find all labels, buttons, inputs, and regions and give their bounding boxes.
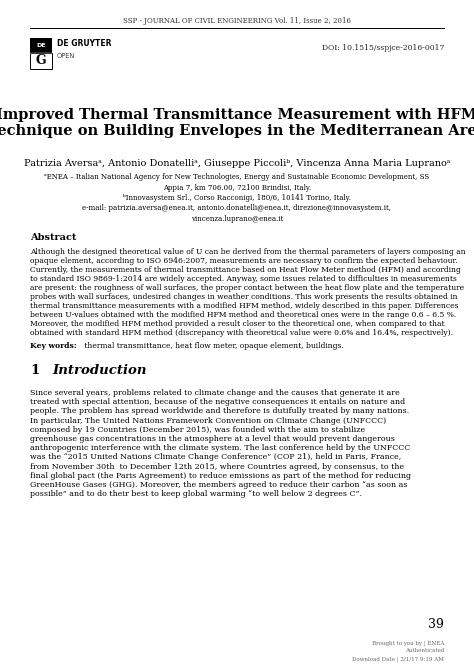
Text: Download Date | 2/1/17 9:19 AM: Download Date | 2/1/17 9:19 AM xyxy=(352,656,444,662)
Text: G: G xyxy=(36,54,46,68)
Text: Appia 7, km 706.00, 72100 Brindisi, Italy.: Appia 7, km 706.00, 72100 Brindisi, Ital… xyxy=(163,184,311,192)
Text: thermal transmittance, heat flow meter, opaque element, buildings.: thermal transmittance, heat flow meter, … xyxy=(82,342,344,350)
Text: 39: 39 xyxy=(428,618,444,632)
Text: was the “2015 United Nations Climate Change Conference” (COP 21), held in Paris,: was the “2015 United Nations Climate Cha… xyxy=(30,454,401,462)
Text: DE GRUYTER: DE GRUYTER xyxy=(57,40,111,48)
Bar xyxy=(30,38,52,53)
Text: Improved Thermal Transmittance Measurement with HFM: Improved Thermal Transmittance Measureme… xyxy=(0,108,474,122)
Text: OPEN: OPEN xyxy=(57,53,75,59)
Text: to standard ISO 9869-1:2014 are widely accepted. Anyway, some issues related to : to standard ISO 9869-1:2014 are widely a… xyxy=(30,275,457,283)
Text: possible” and to do their best to keep global warming “to well below 2 degrees C: possible” and to do their best to keep g… xyxy=(30,490,362,498)
Text: SSP - JOURNAL OF CIVIL ENGINEERING Vol. 11, Issue 2, 2016: SSP - JOURNAL OF CIVIL ENGINEERING Vol. … xyxy=(123,17,351,25)
Text: between U-values obtained with the modified HFM method and theoretical ones were: between U-values obtained with the modif… xyxy=(30,311,456,319)
Text: Brought to you by | ENEA: Brought to you by | ENEA xyxy=(372,641,444,646)
Text: In particular, The United Nations Framework Convention on Climate Change (UNFCCC: In particular, The United Nations Framew… xyxy=(30,417,386,425)
Text: 1: 1 xyxy=(30,364,39,377)
Text: Key words:: Key words: xyxy=(30,342,77,350)
Text: ᵇInnovasystem Srl., Corso Racconigi, 180/6, 10141 Torino, Italy.: ᵇInnovasystem Srl., Corso Racconigi, 180… xyxy=(123,194,351,202)
Text: Moreover, the modified HFM method provided a result closer to the theoretical on: Moreover, the modified HFM method provid… xyxy=(30,320,445,328)
Text: DOI: 10.1515/sspjce-2016-0017: DOI: 10.1515/sspjce-2016-0017 xyxy=(322,44,444,52)
Text: Technique on Building Envelopes in the Mediterranean Area: Technique on Building Envelopes in the M… xyxy=(0,124,474,138)
Text: Authenticated: Authenticated xyxy=(405,649,444,653)
Text: Since several years, problems related to climate change and the causes that gene: Since several years, problems related to… xyxy=(30,389,400,397)
Text: DE: DE xyxy=(36,43,46,48)
Text: probes with wall surfaces, undesired changes in weather conditions. This work pr: probes with wall surfaces, undesired cha… xyxy=(30,293,457,301)
Text: Although the designed theoretical value of U can be derived from the thermal par: Although the designed theoretical value … xyxy=(30,248,465,256)
Text: thermal transmittance measurements with a modified HFM method, widely described : thermal transmittance measurements with … xyxy=(30,302,458,310)
Text: treated with special attention, because of the negative consequences it entails : treated with special attention, because … xyxy=(30,398,405,406)
Text: opaque element, according to ISO 6946:2007, measurements are necessary to confir: opaque element, according to ISO 6946:20… xyxy=(30,257,457,265)
Text: composed by 19 Countries (December 2015), was founded with the aim to stabilize: composed by 19 Countries (December 2015)… xyxy=(30,426,365,433)
Text: obtained with standard HFM method (discrepancy with theoretical value were 0.6% : obtained with standard HFM method (discr… xyxy=(30,329,453,337)
Text: e-mail: patrizia.aversa@enea.it, antonio.donatelli@enea.it, direzione@innovasyst: e-mail: patrizia.aversa@enea.it, antonio… xyxy=(82,204,392,212)
Text: final global pact (the Paris Agreement) to reduce emissions as part of the metho: final global pact (the Paris Agreement) … xyxy=(30,472,411,480)
Text: Patrizia Aversaᵃ, Antonio Donatelliᵃ, Giuseppe Piccoliᵇ, Vincenza Anna Maria Lup: Patrizia Aversaᵃ, Antonio Donatelliᵃ, Gi… xyxy=(24,159,450,168)
Text: anthropogenic interference with the climate system. The last conference held by : anthropogenic interference with the clim… xyxy=(30,444,410,452)
Text: GreenHouse Gases (GHG). Moreover, the members agreed to reduce their carbon “as : GreenHouse Gases (GHG). Moreover, the me… xyxy=(30,481,408,489)
Text: ᵃENEA – Italian National Agency for New Technologies, Energy and Sustainable Eco: ᵃENEA – Italian National Agency for New … xyxy=(45,173,429,181)
Bar xyxy=(30,53,52,69)
Text: people. The problem has spread worldwide and therefore is dutifully treated by m: people. The problem has spread worldwide… xyxy=(30,407,409,415)
Text: Introduction: Introduction xyxy=(52,364,146,377)
Text: Abstract: Abstract xyxy=(30,234,76,243)
Text: vincenza.luprano@enea.it: vincenza.luprano@enea.it xyxy=(191,215,283,223)
Text: are present: the roughness of wall surfaces, the proper contact between the heat: are present: the roughness of wall surfa… xyxy=(30,284,464,292)
Text: Currently, the measurements of thermal transmittance based on Heat Flow Meter me: Currently, the measurements of thermal t… xyxy=(30,266,461,274)
Text: from November 30th  to December 12th 2015, where Countries agreed, by consensus,: from November 30th to December 12th 2015… xyxy=(30,462,404,470)
Text: greenhouse gas concentrations in the atmosphere at a level that would prevent da: greenhouse gas concentrations in the atm… xyxy=(30,435,395,443)
